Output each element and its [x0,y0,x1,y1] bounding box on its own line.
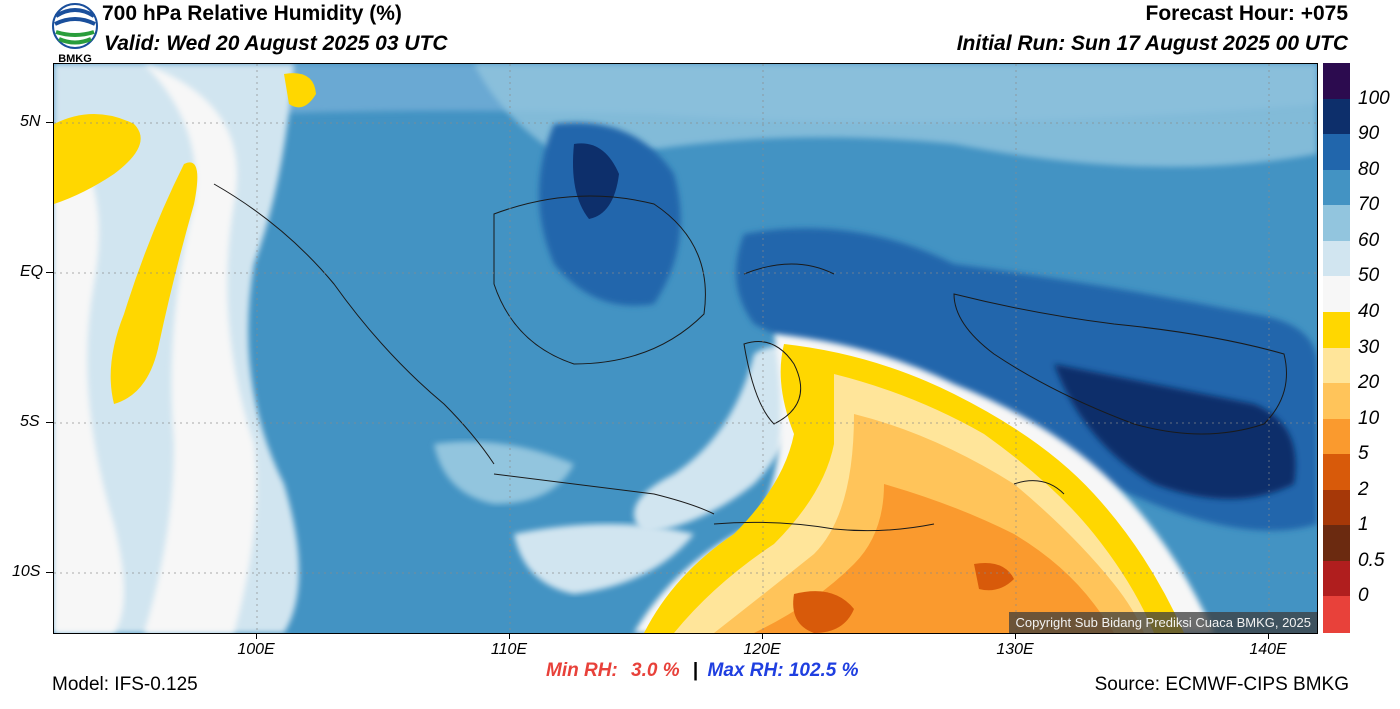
lon-tick [1268,633,1269,639]
bmkg-logo: BMKG [50,2,100,65]
colorbar-label: 20 [1358,372,1380,394]
lat-label-eq: EQ [20,263,44,280]
colorbar-swatch [1323,240,1350,277]
colorbar-swatch [1323,134,1350,171]
copyright-notice: Copyright Sub Bidang Prediksi Cuaca BMKG… [1009,612,1317,633]
forecast-hour: Forecast Hour: +075 [1145,2,1349,25]
colorbar-swatch [1323,489,1350,526]
lon-tick [1015,633,1016,639]
colorbar-swatch [1323,418,1350,455]
colorbar-label: 0 [1358,585,1369,607]
bmkg-logo-icon [52,3,98,49]
colorbar-swatch [1323,276,1350,313]
colorbar-swatch [1323,525,1350,562]
lat-label-10s: 10S [12,563,41,580]
colorbar-swatch [1323,383,1350,420]
humidity-field [54,64,1317,633]
min-rh-value: 3.0 % [631,660,680,681]
colorbar-label: 90 [1358,123,1380,145]
lat-label-5n: 5N [20,113,41,130]
colorbar-swatch [1323,596,1350,633]
colorbar-swatch [1323,454,1350,491]
lon-label-120e: 120E [743,641,781,658]
colorbar-labels: 100 90 80 70 60 50 40 30 20 10 5 2 1 0.5 0 [1354,63,1396,632]
colorbar-label: 2 [1358,478,1369,500]
lon-label-130e: 130E [996,641,1034,658]
lon-tick [509,633,510,639]
lat-tick [46,272,53,273]
colorbar-label: 30 [1358,336,1380,358]
map-panel: Copyright Sub Bidang Prediksi Cuaca BMKG… [53,63,1318,634]
lat-label-5s: 5S [20,413,40,430]
colorbar-swatch [1323,560,1350,597]
initial-run: Initial Run: Sun 17 August 2025 00 UTC [956,32,1348,55]
min-rh-label: Min RH: [546,660,618,681]
lon-label-100e: 100E [237,641,275,658]
lat-tick [46,122,53,123]
max-rh-label: Max RH: 102.5 % [707,660,859,681]
lon-label-110e: 110E [490,641,528,658]
colorbar-label: 60 [1358,229,1380,251]
colorbar-label: 50 [1358,265,1380,287]
colorbar-swatch [1323,311,1350,348]
lon-label-140e: 140E [1249,641,1287,658]
minmax-separator: | [692,660,699,681]
colorbar-label: 5 [1358,443,1369,465]
colorbar-swatch [1323,205,1350,242]
bmkg-logo-text: BMKG [58,53,92,65]
colorbar-label: 10 [1358,407,1380,429]
colorbar-label: 80 [1358,158,1380,180]
colorbar-label: 0.5 [1358,549,1385,571]
min-max-readout: Min RH: 3.0 % | Max RH: 102.5 % [546,660,859,682]
colorbar-label: 100 [1358,87,1390,109]
lon-tick [256,633,257,639]
colorbar-label: 40 [1358,300,1380,322]
colorbar [1323,63,1350,633]
lat-tick [46,572,53,573]
colorbar-swatch [1323,169,1350,206]
chart-title: 700 hPa Relative Humidity (%) [102,2,402,25]
model-label: Model: IFS-0.125 [52,674,198,695]
colorbar-swatch [1323,347,1350,384]
colorbar-label: 70 [1358,194,1380,216]
lon-tick [762,633,763,639]
source-label: Source: ECMWF-CIPS BMKG [1094,674,1349,695]
colorbar-label: 1 [1358,514,1369,536]
lat-tick [46,422,53,423]
valid-time: Valid: Wed 20 August 2025 03 UTC [104,32,448,55]
colorbar-swatch [1323,98,1350,135]
colorbar-swatch [1323,63,1350,100]
